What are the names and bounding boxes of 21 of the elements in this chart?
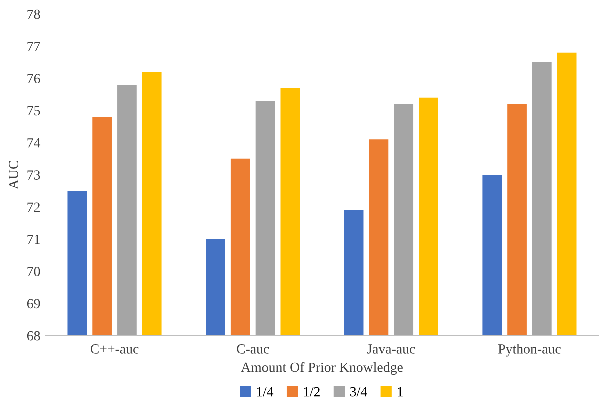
y-tick-label: 78 (28, 10, 40, 20)
y-tick-label: 70 (28, 267, 40, 276)
legend-label: 1 (398, 387, 403, 397)
y-tick-label: 68 (27, 331, 40, 341)
x-tick-label: C++-auc (90, 344, 139, 354)
y-tick-label: 71 (28, 234, 40, 244)
legend-label: 1/2 (304, 387, 320, 397)
legend-label: 3/4 (350, 387, 368, 397)
y-tick-label: 73 (28, 170, 40, 180)
y-tick-label: 75 (28, 106, 40, 116)
legend-label: 1/4 (257, 387, 274, 397)
y-tick-label: 77 (28, 42, 40, 52)
x-tick-label: C-auc (237, 344, 270, 354)
y-axis-title: AUC (9, 161, 18, 190)
y-tick-label: 74 (28, 138, 41, 148)
x-tick-label: Java-auc (367, 344, 416, 354)
y-tick-label: 72 (28, 202, 40, 212)
x-tick-label: Python-auc (498, 344, 561, 357)
x-axis-title: Amount Of Prior Knowledge (241, 362, 403, 376)
y-tick-label: 76 (28, 74, 40, 84)
y-tick-label: 69 (27, 299, 40, 309)
